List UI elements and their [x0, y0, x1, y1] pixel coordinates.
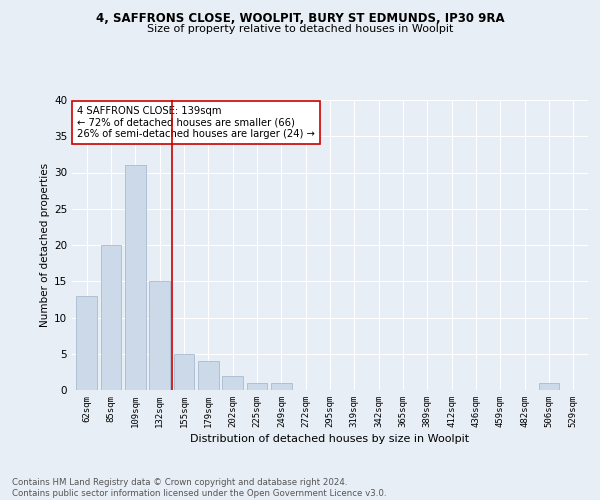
- Bar: [247, 383, 268, 390]
- Bar: [76, 296, 97, 390]
- Text: Contains HM Land Registry data © Crown copyright and database right 2024.
Contai: Contains HM Land Registry data © Crown c…: [12, 478, 386, 498]
- Text: Size of property relative to detached houses in Woolpit: Size of property relative to detached ho…: [147, 24, 453, 34]
- Bar: [539, 383, 559, 390]
- Bar: [101, 245, 121, 390]
- Bar: [125, 165, 146, 390]
- Bar: [222, 376, 243, 390]
- X-axis label: Distribution of detached houses by size in Woolpit: Distribution of detached houses by size …: [190, 434, 470, 444]
- Bar: [173, 354, 194, 390]
- Bar: [271, 383, 292, 390]
- Text: 4, SAFFRONS CLOSE, WOOLPIT, BURY ST EDMUNDS, IP30 9RA: 4, SAFFRONS CLOSE, WOOLPIT, BURY ST EDMU…: [95, 12, 505, 26]
- Text: 4 SAFFRONS CLOSE: 139sqm
← 72% of detached houses are smaller (66)
26% of semi-d: 4 SAFFRONS CLOSE: 139sqm ← 72% of detach…: [77, 106, 315, 139]
- Y-axis label: Number of detached properties: Number of detached properties: [40, 163, 50, 327]
- Bar: [198, 361, 218, 390]
- Bar: [149, 281, 170, 390]
